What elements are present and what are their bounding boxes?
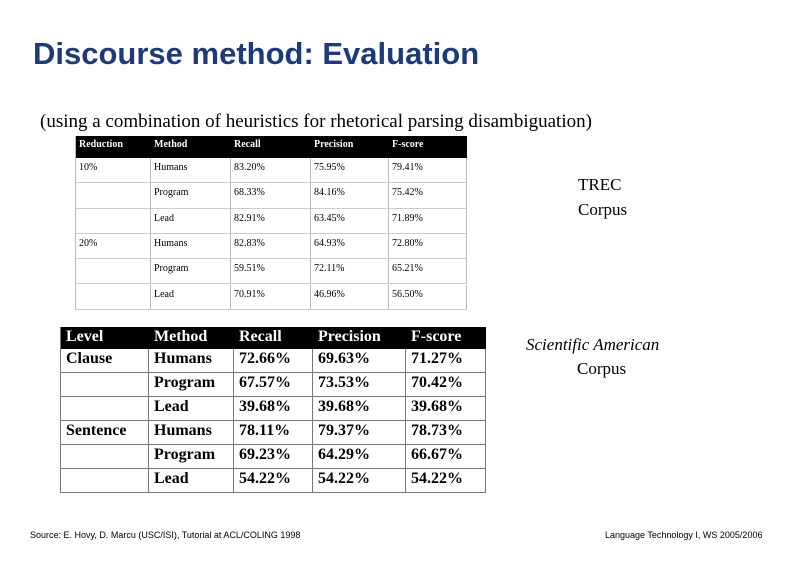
table-cell [61,373,149,397]
table-cell [76,259,151,285]
table-cell: 20% [76,233,151,260]
footer-course: Language Technology I, WS 2005/2006 [605,530,763,540]
table-cell: 69.23% [234,445,313,469]
table-cell: 56.50% [389,284,467,310]
table-cell: 65.21% [389,259,467,285]
table-cell: 39.68% [234,397,313,421]
table-cell: 83.20% [231,158,311,184]
table-cell: 54.22% [406,469,486,493]
header-cell: Method [151,136,231,158]
table-cell [76,208,151,234]
sciam-table: Level Method Recall Precision F-score Clause H… [60,327,486,493]
table-cell: Humans [151,158,231,184]
table-cell: Clause [61,349,149,373]
table-cell: Humans [149,421,234,445]
table-cell: 54.22% [313,469,406,493]
table-cell: 72.80% [389,233,467,260]
table-cell: 10% [76,158,151,184]
table-cell: Lead [151,208,231,234]
table-cell [76,183,151,209]
table-cell: 84.16% [311,183,389,209]
table-cell: 78.73% [406,421,486,445]
table-cell: Sentence [61,421,149,445]
slide-title: Discourse method: Evaluation [33,36,480,71]
table-cell: 70.91% [231,284,311,310]
corpus-label: Corpus [578,200,628,219]
table-cell: 71.89% [389,208,467,234]
table-cell: Humans [149,349,234,373]
table-cell: 71.27% [406,349,486,373]
table-cell: 63.45% [311,208,389,234]
table-cell: 68.33% [231,183,311,209]
table-cell [61,469,149,493]
header-cell: F-score [406,327,486,349]
table-cell: Humans [151,233,231,260]
table-cell: Lead [149,397,234,421]
table-cell: 79.37% [313,421,406,445]
table-cell: 72.66% [234,349,313,373]
table-cell: Program [149,445,234,469]
table-cell: 75.95% [311,158,389,184]
corpus-label: TREC [578,175,622,194]
table-cell [76,284,151,310]
footer-source: Source: E. Hovy, D. Marcu (USC/ISI), Tut… [30,530,301,540]
table-cell: 69.63% [313,349,406,373]
table-cell: Program [151,259,231,285]
header-cell: Precision [313,327,406,349]
table-cell: 72.11% [311,259,389,285]
header-cell: Recall [234,327,313,349]
table-cell: 67.57% [234,373,313,397]
table-cell: 46.96% [311,284,389,310]
table-cell: 39.68% [406,397,486,421]
table-cell: 39.68% [313,397,406,421]
header-cell: Precision [311,136,389,158]
corpus-label: Scientific American [526,335,660,354]
table-cell: 75.42% [389,183,467,209]
table-cell: 82.91% [231,208,311,234]
corpus-label: Corpus [577,359,627,378]
header-cell: F-score [389,136,467,158]
table-cell [61,397,149,421]
header-cell: Recall [231,136,311,158]
subtitle: (using a combination of heuristics for r… [40,111,592,132]
table-cell: 73.53% [313,373,406,397]
table-cell: 64.29% [313,445,406,469]
table-cell: 64.93% [311,233,389,260]
table-cell: Program [149,373,234,397]
table-cell: 70.42% [406,373,486,397]
table-cell: 59.51% [231,259,311,285]
table-cell: Program [151,183,231,209]
table-cell: 79.41% [389,158,467,184]
table-cell: 82.83% [231,233,311,260]
table-cell: Lead [151,284,231,310]
header-cell: Reduction [76,136,151,158]
table-cell: 66.67% [406,445,486,469]
trec-table: Reduction Method Recall Precision F-score 10%… [75,136,467,310]
table-cell [61,445,149,469]
header-cell: Method [149,327,234,349]
table-cell: 54.22% [234,469,313,493]
header-cell: Level [61,327,149,349]
table-cell: 78.11% [234,421,313,445]
table-cell: Lead [149,469,234,493]
